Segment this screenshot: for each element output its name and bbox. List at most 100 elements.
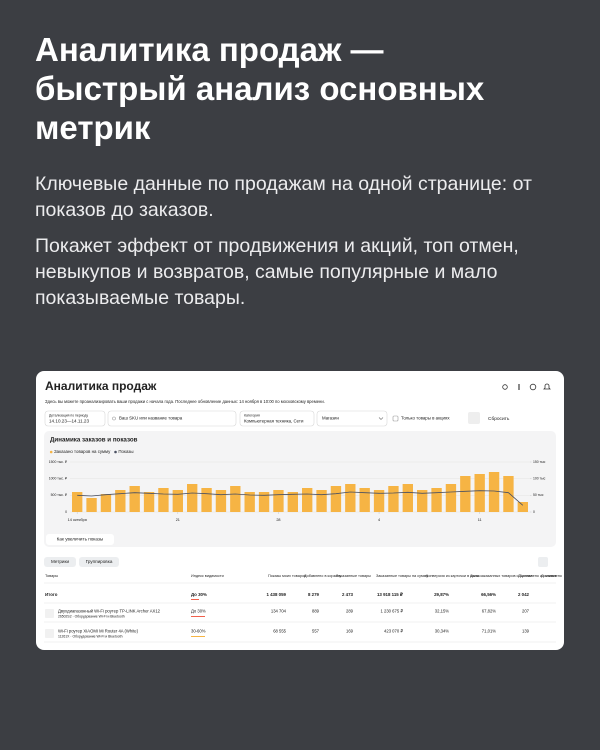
total-cell: 2 473: [342, 592, 354, 597]
y-tick-label: 1000 тыс. ₽: [49, 477, 68, 481]
bar: [72, 492, 83, 512]
total-cell: Итого: [45, 592, 58, 597]
search-field[interactable]: [107, 410, 237, 427]
period-filter[interactable]: [44, 410, 106, 427]
column-header: Доставлено: [541, 574, 562, 578]
bar: [330, 486, 342, 512]
chart-panel: [44, 431, 556, 547]
bar: [373, 490, 385, 512]
search-icon: [112, 416, 116, 421]
cell: 30,34%: [435, 629, 449, 634]
bar: [230, 486, 241, 512]
table: Товары Индекс видимости Показы моих товаро…: [44, 574, 562, 643]
column-header: Доставлено из заказа: [518, 574, 557, 578]
bar: [115, 490, 126, 512]
search-icon[interactable]: [502, 384, 508, 390]
line: [77, 490, 524, 506]
y2-tick-label: 100 тыс: [533, 477, 546, 481]
chart-title: Динамика заказов и показов: [50, 437, 138, 444]
bar: [460, 476, 471, 512]
tab-label: Метрики: [51, 559, 70, 564]
store-label: Магазин: [322, 416, 340, 421]
headline: Аналитика продаж — быстрый анализ основн…: [35, 31, 485, 146]
product-meta: 26502S2 · Оборудование Wi-Fi и Bluetooth: [58, 614, 125, 618]
bar: [445, 484, 457, 512]
column-header: Индекс видимости: [191, 574, 224, 578]
bar: [100, 494, 112, 512]
total-cell: До 30%: [191, 592, 207, 597]
y-tick-label: 0: [65, 510, 67, 514]
total-cell: 1 438 059: [266, 592, 286, 597]
y2-tick-label: 0: [533, 510, 535, 514]
cell: 557: [312, 629, 320, 634]
total-cell: 13 918 115 ₽: [377, 592, 403, 597]
total-cell: 8 279: [308, 592, 320, 597]
bar: [215, 490, 227, 512]
bar: [431, 488, 442, 512]
checkbox-label: Только товары в акциях: [401, 416, 450, 421]
download-button[interactable]: [538, 557, 548, 567]
boost-button[interactable]: [46, 534, 114, 545]
bar: [201, 488, 212, 512]
app-subtitle: Здесь вы можете проанализировать ваши пр…: [45, 399, 325, 404]
cell: 169: [346, 629, 354, 634]
bar: [302, 488, 313, 512]
column-header: Товары: [45, 574, 58, 578]
bar: [129, 486, 140, 512]
filter-value: Компьютерная техника, Сети: [244, 419, 304, 424]
cell: 889: [312, 609, 320, 614]
legend-marker: [114, 450, 117, 454]
store-filter[interactable]: [316, 410, 388, 427]
x-tick-label: 14 октября: [68, 518, 87, 522]
total-cell: 66,56%: [481, 592, 496, 597]
checkbox[interactable]: [392, 415, 399, 422]
bar: [503, 476, 514, 512]
settings-button[interactable]: [468, 412, 480, 424]
bell-icon[interactable]: [543, 383, 551, 390]
bar: [345, 484, 356, 512]
cell: 67,82%: [482, 609, 496, 614]
help-icon[interactable]: [529, 383, 537, 391]
product-name: Двухдиапазонный Wi-Fi роутер TP-LINK Arc…: [58, 609, 161, 614]
bar: [316, 490, 327, 512]
filter-label: Категория: [244, 413, 260, 417]
column-header: Заказанные товары на сумму: [376, 574, 428, 578]
product-name: Wi-Fi роутер XIAOMI Mi Router 4A (White): [58, 629, 139, 634]
x-tick-label: 11: [478, 518, 482, 522]
bar: [417, 490, 428, 512]
column-header: Добавлено в корзину: [304, 574, 341, 578]
legend-marker: [49, 450, 53, 454]
filter-value: 14.10.23—14.11.23: [49, 419, 89, 424]
intro: Ключевые данные по продажам на одной стр…: [35, 171, 575, 321]
category-filter[interactable]: [239, 410, 315, 427]
search-placeholder: Ваш SKU или название товара: [119, 416, 183, 421]
app-title: Аналитика продаж: [45, 379, 157, 393]
chevron: [378, 417, 384, 420]
tab[interactable]: [44, 557, 76, 567]
column-header: Доля заказанных товаров с Бустом: [470, 574, 532, 578]
filter-label: Детализация по периоду: [49, 413, 88, 417]
chart: Динамика заказов и показов Заказано товар…: [49, 437, 546, 522]
x-tick-label: 28: [276, 518, 280, 522]
cell: 68 555: [273, 629, 286, 634]
product-image: [45, 609, 54, 618]
bar: [287, 492, 298, 512]
y-tick-label: 500 тыс. ₽: [51, 493, 68, 497]
cell: 32,15%: [435, 609, 449, 614]
paragraph: Покажет эффект от продвижения и акций, т…: [35, 235, 519, 309]
screenshot-card: Аналитика продаж Здесь вы можете проанал…: [36, 371, 564, 650]
legend-label: Заказано товаров на сумму: [54, 449, 111, 454]
visibility-bar: [191, 616, 205, 617]
more-icon[interactable]: [518, 384, 520, 386]
cell: 71,01%: [482, 629, 496, 634]
bar: [402, 484, 413, 512]
y-tick-label: 1500 тыс. ₽: [49, 460, 68, 464]
tab[interactable]: [79, 557, 119, 567]
total-cell: 29,87%: [434, 592, 449, 597]
reset-link[interactable]: Сбросить: [488, 416, 510, 422]
bar: [158, 488, 169, 512]
bar: [388, 486, 399, 512]
y2-tick-label: 50 тыс: [533, 493, 544, 497]
cell: 207: [522, 609, 530, 614]
